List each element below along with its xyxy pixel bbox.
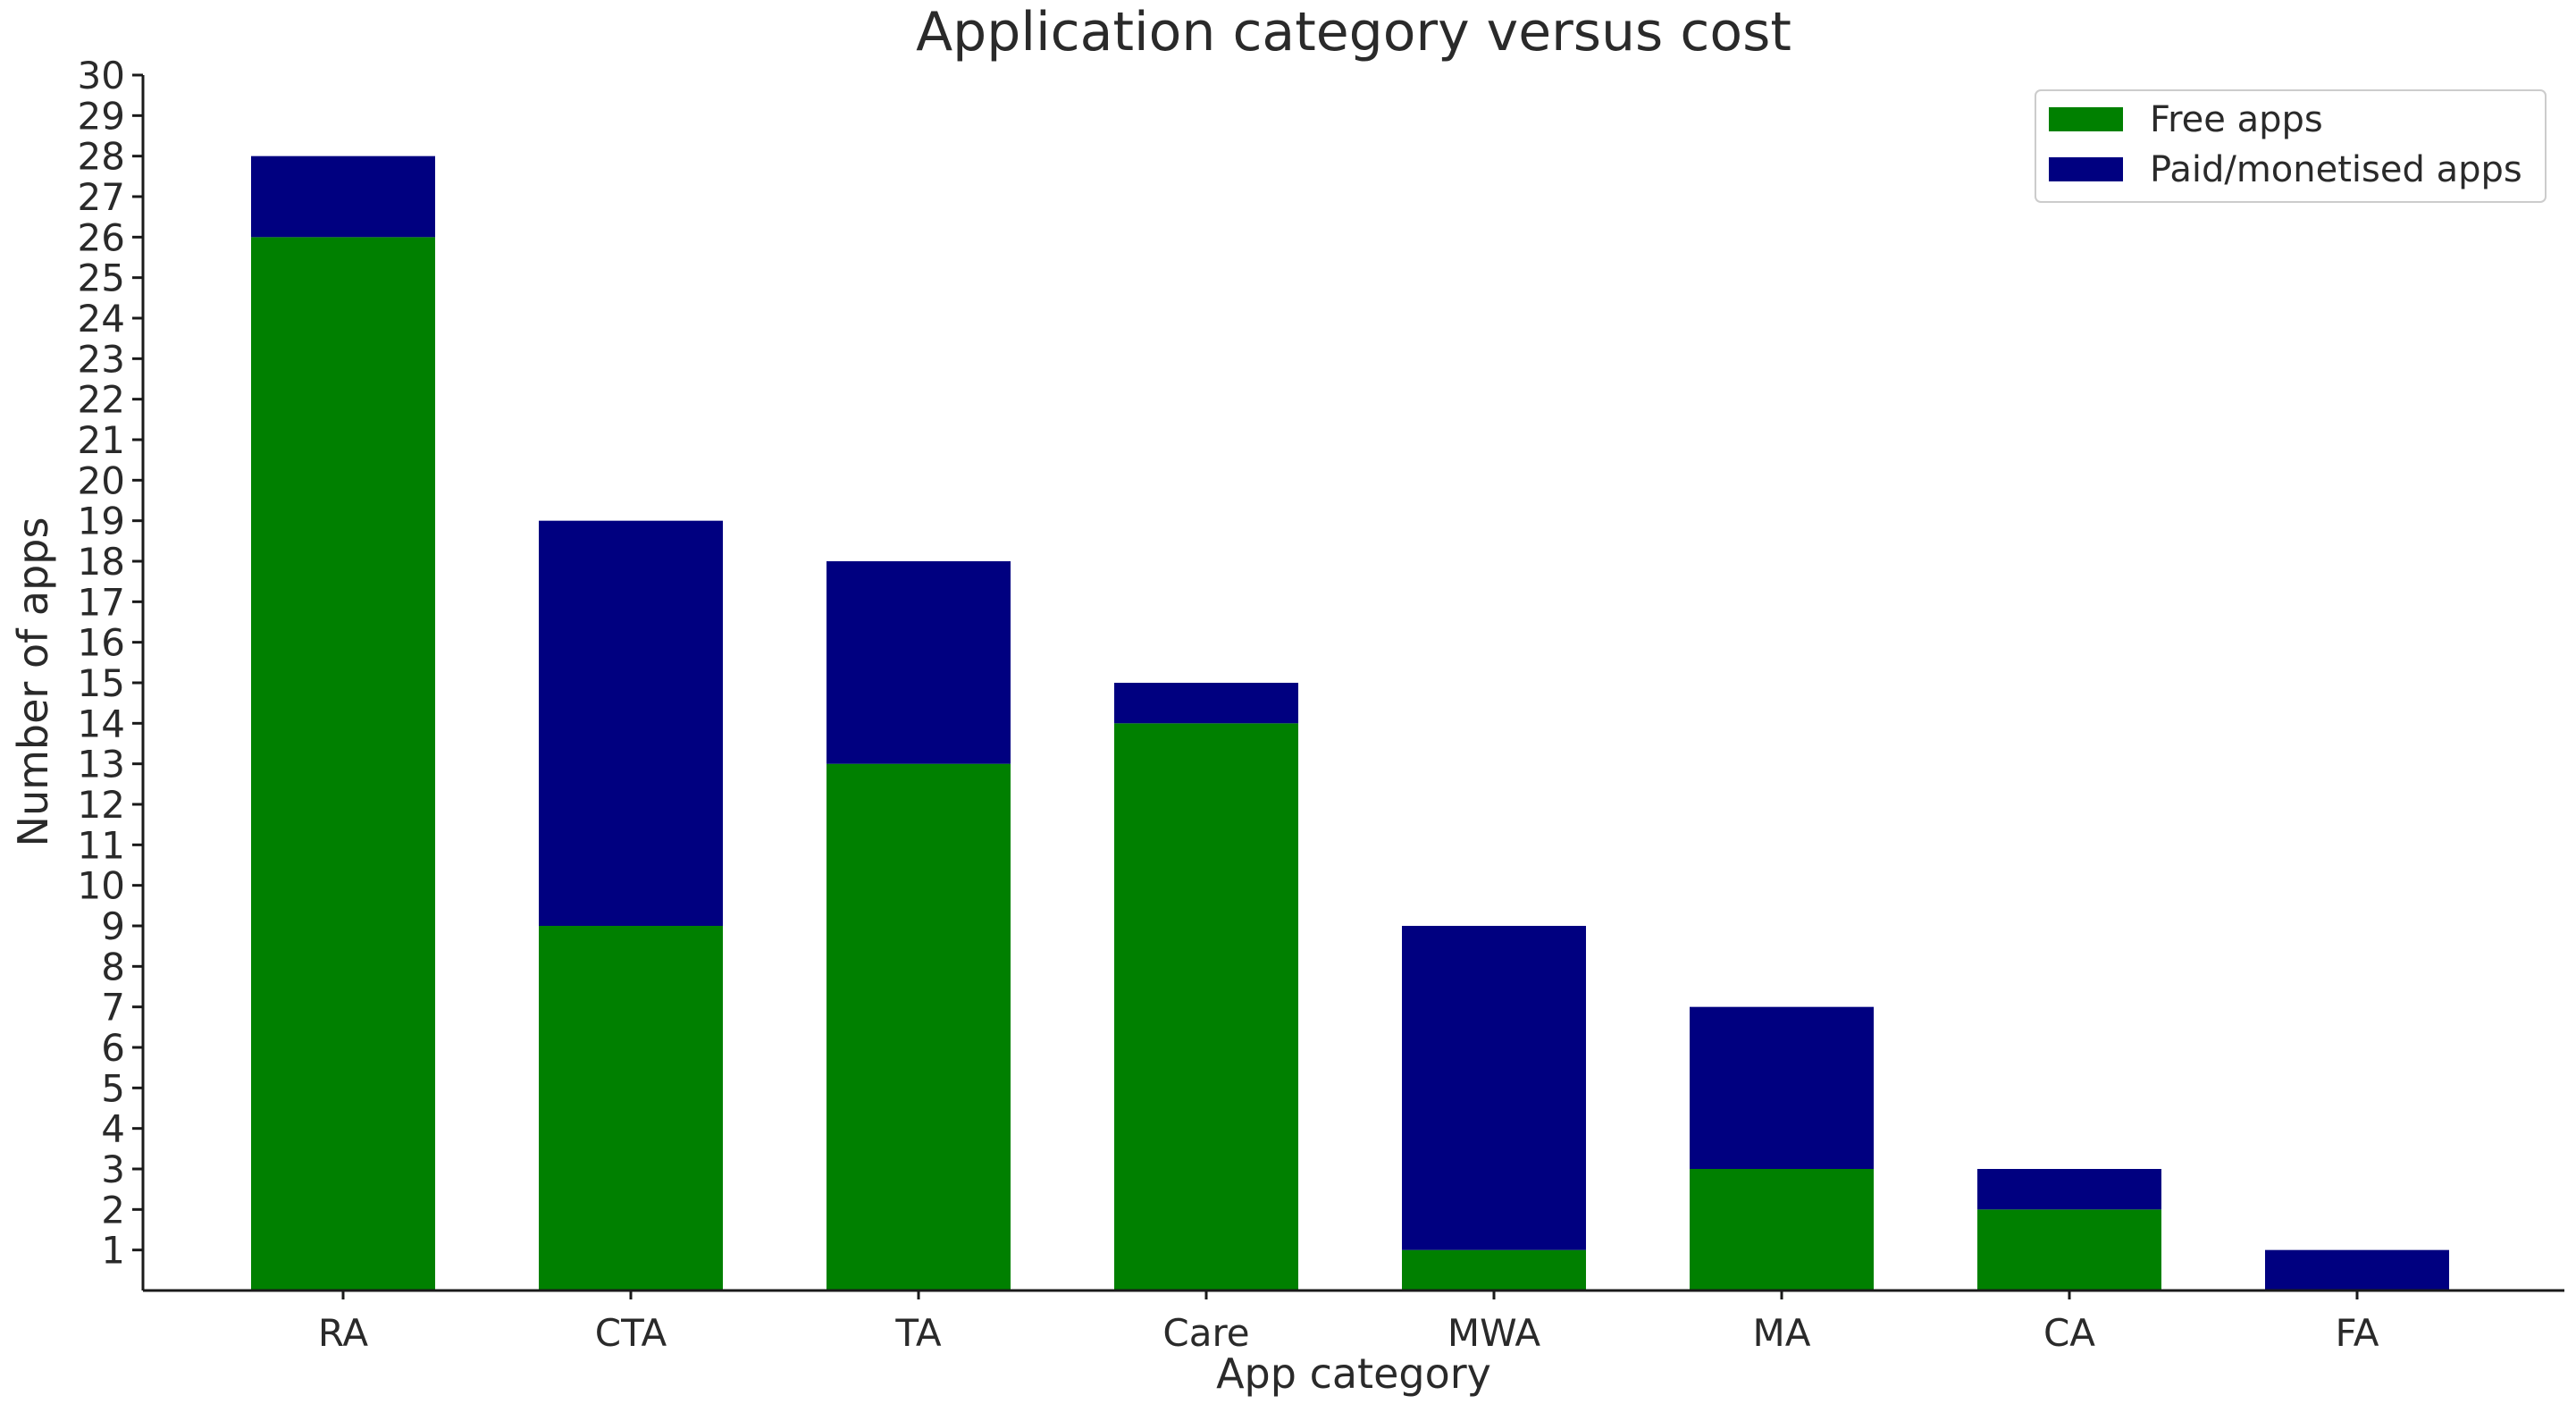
y-tick-label: 14	[78, 702, 125, 745]
bar-care-free	[1114, 723, 1298, 1291]
y-axis-label: Number of apps	[9, 517, 57, 847]
y-tick-label: 27	[78, 175, 125, 219]
y-tick-label: 1	[101, 1229, 125, 1273]
y-tick-label: 19	[78, 500, 125, 543]
bar-care-paid	[1114, 683, 1298, 724]
y-tick-label: 26	[78, 215, 125, 259]
x-axis-ticks: RA CTA TA Care MWA MA CA FA	[318, 1291, 2379, 1355]
bar-ma-paid	[1690, 1006, 1874, 1169]
y-tick-label: 9	[101, 904, 125, 948]
y-tick-label: 15	[78, 661, 125, 705]
bar-ta-paid	[827, 561, 1011, 764]
y-tick-label: 17	[78, 580, 125, 624]
y-tick-label: 6	[101, 1026, 125, 1070]
bars-layer	[251, 156, 2449, 1291]
x-tick-label: MWA	[1447, 1311, 1540, 1355]
x-tick-label: FA	[2335, 1311, 2379, 1355]
bar-ra-paid	[251, 156, 435, 238]
bar-ra-free	[251, 237, 435, 1291]
legend-swatch-paid-apps	[2049, 157, 2123, 181]
bar-mwa-paid	[1402, 926, 1586, 1250]
y-tick-label: 28	[78, 135, 125, 179]
y-tick-label: 25	[78, 256, 125, 300]
y-tick-label: 21	[78, 418, 125, 462]
y-axis-ticks: 1234567891011121314151617181920212223242…	[78, 54, 143, 1273]
legend-label-free-apps: Free apps	[2150, 99, 2323, 140]
y-tick-label: 18	[78, 540, 125, 584]
legend-swatch-free-apps	[2049, 107, 2123, 131]
y-tick-label: 20	[78, 458, 125, 502]
bar-ma-free	[1690, 1169, 1874, 1291]
x-axis-label: App category	[1216, 1349, 1491, 1398]
bar-ta-free	[827, 763, 1011, 1291]
x-tick-label: MA	[1753, 1311, 1811, 1355]
bar-cta-free	[539, 926, 723, 1291]
y-tick-label: 29	[78, 94, 125, 138]
y-tick-label: 22	[78, 378, 125, 422]
y-tick-label: 30	[78, 54, 125, 97]
y-tick-label: 24	[78, 297, 125, 340]
legend: Free apps Paid/monetised apps	[2035, 89, 2547, 203]
x-tick-label: TA	[894, 1311, 941, 1355]
y-tick-label: 8	[101, 945, 125, 988]
x-tick-label: CTA	[595, 1311, 667, 1355]
y-tick-label: 4	[101, 1107, 125, 1151]
y-tick-label: 2	[101, 1188, 125, 1232]
legend-frame	[2035, 89, 2547, 203]
x-tick-label: RA	[318, 1311, 368, 1355]
x-tick-label: CA	[2043, 1311, 2095, 1355]
legend-label-paid-apps: Paid/monetised apps	[2150, 149, 2522, 190]
y-tick-label: 10	[78, 864, 125, 908]
y-tick-label: 13	[78, 743, 125, 786]
bar-ca-paid	[1977, 1169, 2161, 1210]
bar-fa-paid	[2265, 1249, 2449, 1291]
bar-cta-paid	[539, 520, 723, 926]
y-tick-label: 12	[78, 783, 125, 827]
y-tick-label: 23	[78, 337, 125, 381]
y-tick-label: 5	[101, 1066, 125, 1110]
y-tick-label: 16	[78, 621, 125, 665]
bar-mwa-free	[1402, 1249, 1586, 1291]
bar-ca-free	[1977, 1209, 2161, 1291]
y-tick-label: 7	[101, 986, 125, 1030]
x-tick-label: Care	[1162, 1311, 1249, 1355]
chart-title: Application category versus cost	[916, 1, 1791, 63]
y-tick-label: 11	[78, 823, 125, 867]
y-tick-label: 3	[101, 1148, 125, 1191]
